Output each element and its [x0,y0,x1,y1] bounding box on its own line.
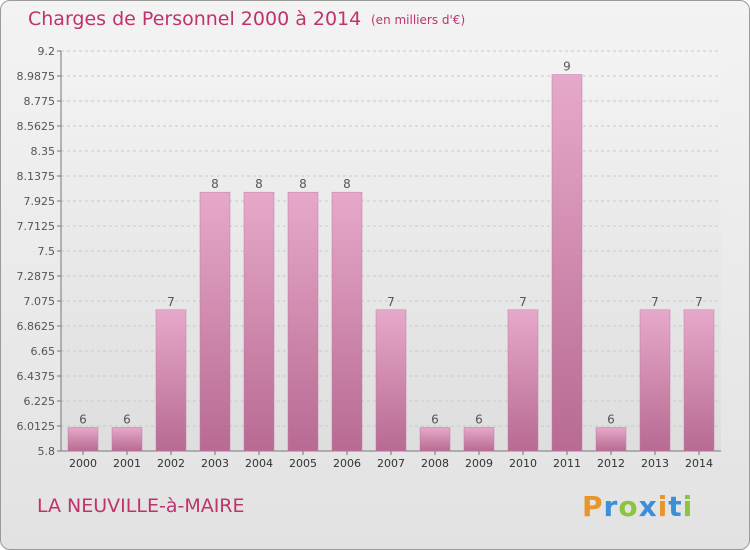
bar [683,309,715,452]
bar [375,309,407,452]
data-label: 6 [431,412,439,426]
data-label: 8 [211,177,219,191]
y-tick-label: 7.925 [24,195,56,208]
brand-letter: i [657,490,669,523]
data-label: 8 [343,177,351,191]
bar [551,74,583,452]
brand-letter: x [638,490,658,523]
y-tick-label: 7.5 [38,245,56,258]
x-tick-label: 2007 [377,457,405,470]
x-tick-label: 2000 [69,457,97,470]
commune-name: LA NEUVILLE-à-MAIRE [37,495,245,517]
data-label: 7 [167,295,175,309]
bar [419,427,451,452]
data-label: 7 [519,295,527,309]
proxiti-logo: Proxiti [582,490,693,523]
x-tick-label: 2006 [333,457,361,470]
y-tick-label: 7.075 [24,295,56,308]
y-tick-label: 6.4375 [17,370,56,383]
x-tick-label: 2005 [289,457,317,470]
data-label: 6 [607,412,615,426]
x-tick-label: 2008 [421,457,449,470]
chart-subtitle: (en milliers d'€) [371,13,466,27]
y-tick-label: 6.65 [31,345,56,358]
y-tick-label: 8.775 [24,95,56,108]
bar [67,427,99,452]
data-label: 7 [651,295,659,309]
chart-title: Charges de Personnel 2000 à 2014 [28,8,362,30]
y-tick-label: 8.35 [31,145,56,158]
bar [199,191,231,452]
bar [639,309,671,452]
x-tick-label: 2010 [509,457,537,470]
x-tick-label: 2001 [113,457,141,470]
bar [331,191,363,452]
bar [287,191,319,452]
y-tick-label: 8.5625 [17,120,56,133]
data-label: 7 [387,295,395,309]
x-tick-label: 2011 [553,457,581,470]
x-tick-label: 2004 [245,457,273,470]
y-tick-label: 7.2875 [17,270,56,283]
brand-letter: t [668,490,683,523]
brand-letter: i [682,490,694,523]
y-tick-label: 6.0125 [17,420,56,433]
data-label: 8 [299,177,307,191]
y-tick-label: 6.8625 [17,320,56,333]
data-label: 6 [123,412,131,426]
x-tick-label: 2013 [641,457,669,470]
data-label: 6 [475,412,483,426]
bar [155,309,187,452]
data-label: 6 [79,412,87,426]
brand-letter: P [582,490,604,523]
x-tick-label: 2002 [157,457,185,470]
data-label: 7 [695,295,703,309]
x-tick-label: 2009 [465,457,493,470]
y-tick-label: 8.1375 [17,170,56,183]
y-tick-label: 6.225 [24,395,56,408]
x-tick-label: 2012 [597,457,625,470]
data-label: 8 [255,177,263,191]
brand-letter: o [618,490,639,523]
y-tick-label: 7.7125 [17,220,56,233]
bar [111,427,143,452]
y-tick-label: 8.9875 [17,70,56,83]
x-tick-label: 2003 [201,457,229,470]
x-tick-label: 2014 [685,457,713,470]
brand-letter: r [603,490,619,523]
bar [507,309,539,452]
y-tick-label: 9.2 [38,45,56,58]
bar [243,191,275,452]
bar [463,427,495,452]
bar [595,427,627,452]
y-tick-label: 5.8 [38,445,56,458]
data-label: 9 [563,60,571,74]
